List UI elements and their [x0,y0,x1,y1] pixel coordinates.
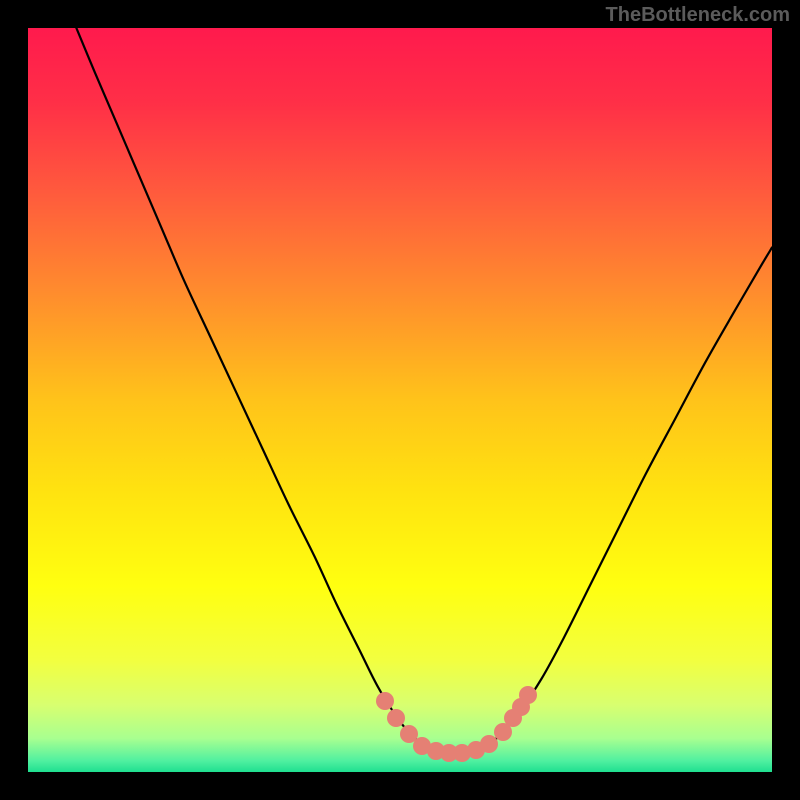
chart-frame: TheBottleneck.com [0,0,800,800]
curve-marker [387,709,405,727]
curve-marker [519,686,537,704]
markers-layer [28,28,772,772]
plot-area [28,28,772,772]
watermark-text: TheBottleneck.com [606,4,790,27]
curve-marker [376,692,394,710]
